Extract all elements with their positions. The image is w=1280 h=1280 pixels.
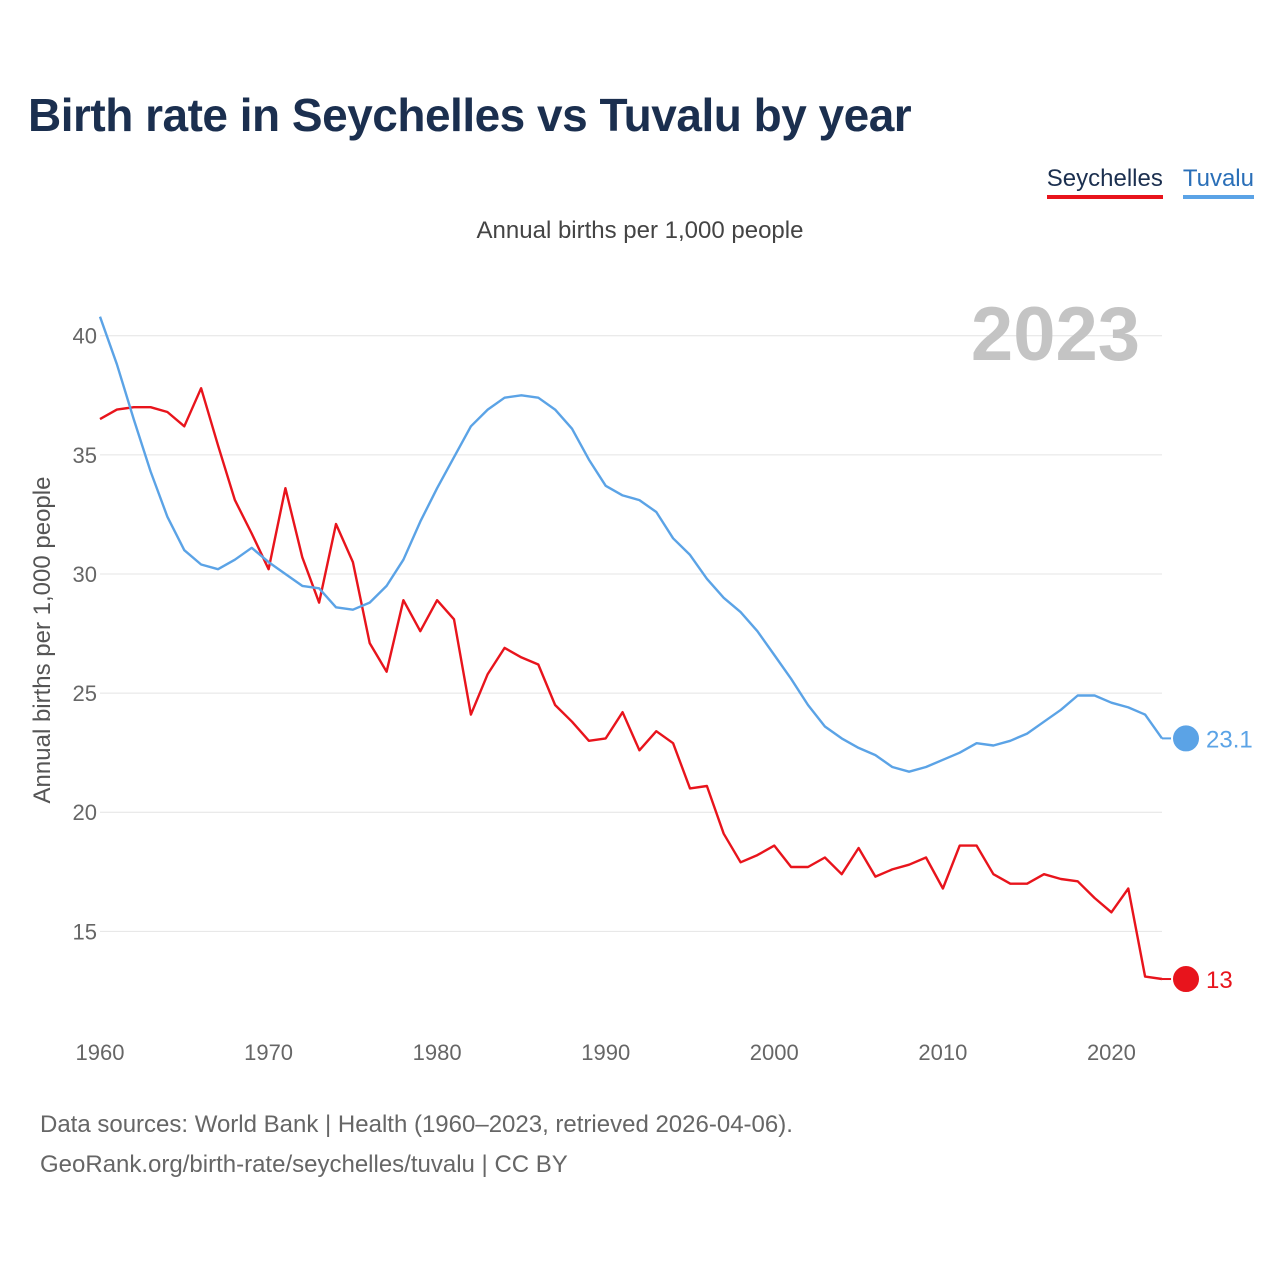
footer: Data sources: World Bank | Health (1960–… [40,1105,793,1185]
chart-title: Birth rate in Seychelles vs Tuvalu by ye… [28,89,912,141]
chart-subtitle: Annual births per 1,000 people [476,217,804,244]
footer-credit[interactable]: GeoRank.org/birth-rate/seychelles/tuvalu… [40,1151,568,1178]
y-tick-label: 20 [73,800,97,825]
flag-icon-tuvalu [1171,723,1201,754]
y-axis-label: Annual births per 1,000 people [29,477,56,804]
y-axis-ticks: 15 20 25 30 35 40 [73,324,97,945]
x-tick-label: 1960 [76,1040,125,1065]
x-tick-label: 2010 [918,1040,967,1065]
end-value-label-tuvalu: 23.1 [1206,726,1253,753]
x-tick-label: 2020 [1087,1040,1136,1065]
y-tick-label: 30 [73,562,97,587]
year-watermark: 2023 [971,292,1140,377]
x-tick-label: 1980 [413,1040,462,1065]
y-tick-label: 40 [73,324,97,349]
end-markers: 13 23.1 [1162,723,1253,995]
end-value-label-seychelles: 13 [1206,967,1233,994]
x-tick-label: 1970 [244,1040,293,1065]
series-line-seychelles[interactable] [99,387,1163,981]
legend-item-tuvalu[interactable]: Tuvalu [1182,165,1254,199]
x-tick-label: 1990 [581,1040,630,1065]
legend-item-seychelles[interactable]: Seychelles [1046,165,1163,199]
y-tick-label: 25 [73,681,97,706]
flag-icon-seychelles [1171,964,1201,995]
y-tick-label: 35 [73,443,97,468]
footer-sources: Data sources: World Bank | Health (1960–… [40,1111,793,1138]
series-lines [98,316,1163,981]
x-tick-label: 2000 [750,1040,799,1065]
gridlines [100,335,1162,932]
series-line-tuvalu[interactable] [98,316,1163,773]
legend: Seychelles Tuvalu [1046,165,1254,199]
y-tick-label: 15 [73,919,97,944]
x-axis-ticks: 1960 1970 1980 1990 2000 2010 2020 [76,1040,1136,1065]
